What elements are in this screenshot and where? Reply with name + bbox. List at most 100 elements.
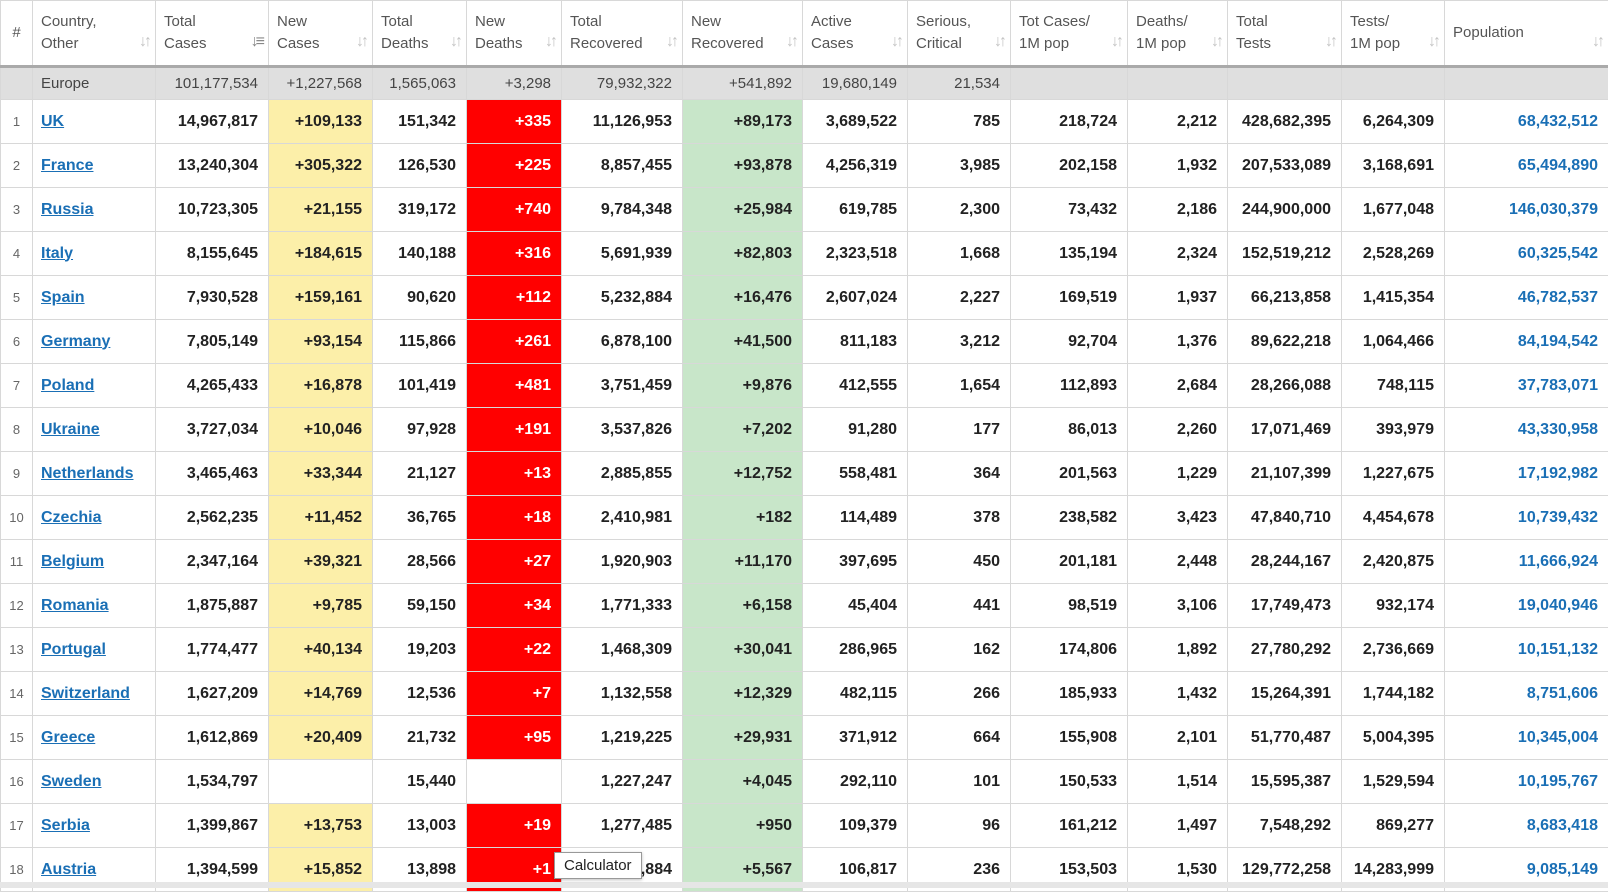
column-header-serious[interactable]: Serious,Critical↓↑	[908, 1, 1011, 67]
total-recovered-cell: 2,885,855	[562, 452, 683, 496]
country-link[interactable]: Sweden	[41, 773, 101, 790]
total-recovered-cell: 3,751,459	[562, 364, 683, 408]
cases-1m-cell: 73,432	[1011, 188, 1128, 232]
sort-icon[interactable]: ↓↑	[1211, 31, 1221, 53]
total-deaths-cell: 15,440	[373, 760, 467, 804]
country-cell: UK	[33, 100, 156, 144]
country-link[interactable]: Greece	[41, 729, 95, 746]
sort-icon[interactable]: ↓↑	[891, 31, 901, 53]
active-cell: 109,379	[803, 804, 908, 848]
country-link[interactable]: Czechia	[41, 509, 101, 526]
total-tests-cell: 89,622,218	[1228, 320, 1342, 364]
column-header-population[interactable]: Population↓↑	[1445, 1, 1608, 67]
column-header-label: #	[1, 22, 32, 44]
country-link[interactable]: Germany	[41, 333, 110, 350]
total-recovered-cell: 3,537,826	[562, 408, 683, 452]
country-link[interactable]: Romania	[41, 597, 109, 614]
column-header-label: Population	[1453, 22, 1604, 44]
sort-icon[interactable]: ↓↑	[450, 31, 460, 53]
population-cell: 43,330,958	[1445, 408, 1608, 452]
row-index: 1	[1, 100, 33, 144]
row-index: 15	[1, 716, 33, 760]
total-total-tests-cell	[1228, 67, 1342, 100]
tests-1m-cell: 1,064,466	[1342, 320, 1445, 364]
total-cases-cell: 10,723,305	[156, 188, 269, 232]
sort-icon[interactable]: ↓↑	[1592, 31, 1602, 53]
deaths-1m-cell: 2,448	[1128, 540, 1228, 584]
country-cell: Russia	[33, 188, 156, 232]
new-cases-cell: +39,321	[269, 540, 373, 584]
country-link[interactable]: Belgium	[41, 553, 104, 570]
deaths-1m-cell: 2,324	[1128, 232, 1228, 276]
new-deaths-cell: +225	[467, 144, 562, 188]
country-link[interactable]: France	[41, 157, 93, 174]
country-cell: Portugal	[33, 628, 156, 672]
column-header-label: Tests/1M pop	[1350, 11, 1440, 55]
population-cell: 68,432,512	[1445, 100, 1608, 144]
new-deaths-cell: +13	[467, 452, 562, 496]
country-link[interactable]: Portugal	[41, 641, 106, 658]
column-header-deaths-1m[interactable]: Deaths/1M pop↓↑	[1128, 1, 1228, 67]
sort-desc-icon[interactable]: ↓≡	[251, 31, 262, 53]
country-link[interactable]: UK	[41, 113, 64, 130]
total-tests-cell: 27,780,292	[1228, 628, 1342, 672]
total-recovered-cell: 6,878,100	[562, 320, 683, 364]
country-link[interactable]: Italy	[41, 245, 73, 262]
sort-icon[interactable]: ↓↑	[545, 31, 555, 53]
sort-icon[interactable]: ↓↑	[1325, 31, 1335, 53]
country-link[interactable]: Poland	[41, 377, 94, 394]
total-recovered-cell: 11,126,953	[562, 100, 683, 144]
new-recovered-cell: +41,500	[683, 320, 803, 364]
horizontal-scrollbar[interactable]	[0, 882, 1608, 888]
country-link[interactable]: Austria	[41, 861, 96, 878]
active-cell: 45,404	[803, 584, 908, 628]
sort-icon[interactable]: ↓↑	[139, 31, 149, 53]
serious-cell: 450	[908, 540, 1011, 584]
sort-icon[interactable]: ↓↑	[994, 31, 1004, 53]
active-cell: 114,489	[803, 496, 908, 540]
country-link[interactable]: Switzerland	[41, 685, 130, 702]
new-deaths-cell: +27	[467, 540, 562, 584]
serious-cell: 3,985	[908, 144, 1011, 188]
sort-icon[interactable]: ↓↑	[666, 31, 676, 53]
sort-icon[interactable]: ↓↑	[1111, 31, 1121, 53]
column-header-tests-1m[interactable]: Tests/1M pop↓↑	[1342, 1, 1445, 67]
new-recovered-cell: +9,876	[683, 364, 803, 408]
column-header-country[interactable]: Country,Other↓↑	[33, 1, 156, 67]
new-deaths-cell: +22	[467, 628, 562, 672]
new-deaths-cell: +335	[467, 100, 562, 144]
population-cell: 10,345,004	[1445, 716, 1608, 760]
sort-icon[interactable]: ↓↑	[786, 31, 796, 53]
country-link[interactable]: Spain	[41, 289, 85, 306]
column-header-cases-1m[interactable]: Tot Cases/1M pop↓↑	[1011, 1, 1128, 67]
total-cases-cell: 1,612,869	[156, 716, 269, 760]
country-link[interactable]: Russia	[41, 201, 93, 218]
sort-icon[interactable]: ↓↑	[356, 31, 366, 53]
tests-1m-cell: 932,174	[1342, 584, 1445, 628]
country-link[interactable]: Serbia	[41, 817, 90, 834]
new-recovered-cell: +89,173	[683, 100, 803, 144]
total-total-cases-cell: 101,177,534	[156, 67, 269, 100]
total-deaths-cell: 28,566	[373, 540, 467, 584]
country-link[interactable]: Ukraine	[41, 421, 100, 438]
sort-icon[interactable]: ↓↑	[1428, 31, 1438, 53]
country-link[interactable]: Netherlands	[41, 465, 133, 482]
total-serious-cell: 21,534	[908, 67, 1011, 100]
